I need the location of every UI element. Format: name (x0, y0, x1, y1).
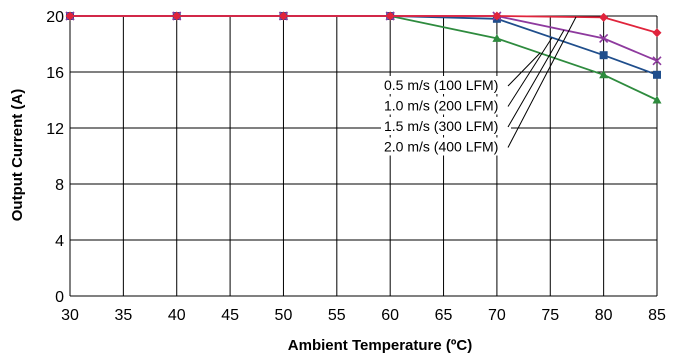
series-line (70, 15, 658, 101)
x-tick-label: 80 (595, 307, 613, 324)
legend-label: 2.0 m/s (400 LFM) (384, 139, 498, 155)
legend-leader-line (507, 16, 577, 148)
series-2 (66, 12, 661, 79)
data-point (278, 11, 288, 21)
legend-label: 1.0 m/s (200 LFM) (384, 98, 498, 114)
x-tick-label: 60 (381, 307, 399, 324)
legend-leader-line (507, 52, 541, 87)
legend-background (381, 137, 511, 156)
legend-leader-line (507, 37, 553, 107)
x-tick-label: 30 (61, 307, 79, 324)
y-tick-label: 4 (55, 233, 64, 250)
data-point (492, 33, 502, 42)
series-line (70, 15, 658, 76)
y-tick-label: 8 (55, 177, 64, 194)
data-point (492, 11, 502, 21)
y-tick-label: 0 (55, 289, 64, 306)
legend: 0.5 m/s (100 LFM) 1.0 m/s (200 LFM) 1.5 m/… (381, 16, 577, 156)
data-point (599, 70, 609, 79)
legend-label: 1.5 m/s (300 LFM) (384, 118, 498, 134)
grid-lines (69, 15, 658, 297)
x-tick-label: 35 (114, 307, 132, 324)
data-point (599, 12, 609, 22)
y-tick-label: 12 (46, 121, 64, 138)
series-4 (65, 11, 662, 38)
legend-background (381, 76, 511, 94)
x-tick-label: 45 (221, 307, 239, 324)
data-point (599, 51, 608, 60)
series-3 (65, 11, 662, 66)
legend-background (381, 117, 511, 135)
data-point (385, 11, 395, 21)
y-tick-label: 16 (46, 65, 64, 82)
y-tick-label: 20 (46, 9, 64, 26)
data-point (653, 70, 661, 79)
x-tick-label: 40 (168, 307, 186, 324)
data-point (652, 95, 662, 104)
x-tick-label: 75 (541, 307, 559, 324)
series-layer (65, 11, 662, 104)
y-axis-title: Output Current (A) (9, 89, 26, 221)
legend-label: 0.5 m/s (100 LFM) (384, 77, 498, 93)
tick-labels: 30 35 40 45 50 55 60 65 70 75 80 85 0 4 8 12 16 20 (46, 9, 666, 324)
x-tick-label: 65 (435, 307, 453, 324)
legend-background (381, 96, 511, 115)
x-tick-label: 50 (275, 307, 293, 324)
data-point (599, 33, 609, 43)
x-tick-label: 85 (648, 307, 666, 324)
data-point (652, 56, 662, 66)
data-point (652, 28, 662, 38)
x-tick-label: 55 (328, 307, 346, 324)
x-tick-label: 70 (488, 307, 506, 324)
series-line (70, 15, 658, 62)
data-point (172, 11, 182, 21)
x-axis-title: Ambient Temperature (ºC) (288, 337, 472, 354)
legend-leader-line (507, 29, 565, 128)
data-point (65, 11, 75, 21)
